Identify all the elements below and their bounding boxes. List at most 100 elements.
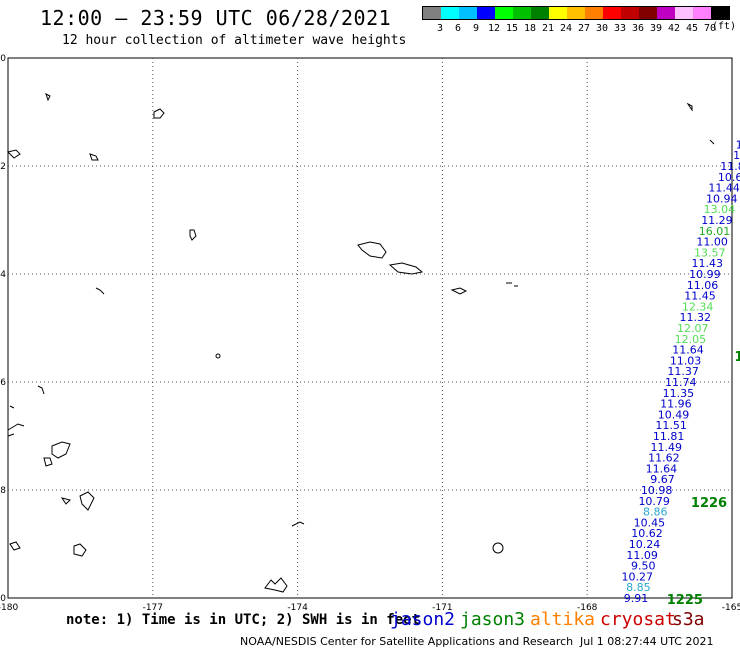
map-subtitle: 12 hour collection of altimeter wave hei… bbox=[62, 33, 407, 48]
swh-reading: 10.24 bbox=[629, 538, 661, 551]
color-swatch bbox=[477, 7, 495, 19]
swh-reading: 11.74 bbox=[665, 376, 697, 389]
swh-reading: 10.45 bbox=[634, 516, 666, 529]
island-outline bbox=[709, 139, 715, 145]
island-outline bbox=[153, 108, 165, 119]
color-scale-label: 9 bbox=[472, 23, 480, 34]
lon-tick-label: -177 bbox=[143, 603, 163, 613]
color-scale-label: 27 bbox=[577, 23, 591, 34]
swh-reading: 9.91 bbox=[624, 592, 649, 605]
island-outline bbox=[686, 102, 693, 112]
lon-tick-label: -174 bbox=[287, 603, 308, 613]
swh-reading: 11.45 bbox=[684, 290, 716, 303]
swh-reading: 11.35 bbox=[663, 387, 695, 400]
color-scale-label: 21 bbox=[541, 23, 555, 34]
island-outline bbox=[388, 262, 424, 275]
island-outline bbox=[357, 241, 387, 259]
color-scale-unit: (ft) bbox=[712, 21, 737, 32]
swh-reading: 11.29 bbox=[701, 214, 733, 227]
island-outline bbox=[7, 423, 25, 437]
lon-tick-label: -171 bbox=[432, 603, 452, 613]
lat-tick-label: -10 bbox=[0, 54, 6, 64]
color-scale-label: 39 bbox=[649, 23, 663, 34]
color-scale-label: 42 bbox=[667, 23, 681, 34]
satellite-legend-item: jason3 bbox=[460, 609, 526, 630]
satellite-legend-item: jason2 bbox=[390, 609, 456, 630]
swh-reading: 10.79 bbox=[638, 495, 670, 508]
island-outline bbox=[189, 229, 197, 241]
swh-reading: 11.64 bbox=[646, 462, 678, 475]
swh-reading: 11.44 bbox=[708, 182, 740, 195]
swh-reading: 11.49 bbox=[651, 441, 683, 454]
island-outline bbox=[43, 457, 53, 467]
color-scale-label: 36 bbox=[631, 23, 645, 34]
color-swatch bbox=[675, 7, 693, 19]
color-scale-label: 24 bbox=[559, 23, 573, 34]
color-swatch bbox=[711, 7, 729, 19]
swh-reading: 11.81 bbox=[653, 430, 685, 443]
map-frame bbox=[7, 57, 733, 599]
island-outline bbox=[89, 153, 99, 161]
swh-reading: 10.27 bbox=[622, 570, 654, 583]
swh-reading: 11.03 bbox=[670, 354, 702, 367]
swh-reading: 11.62 bbox=[648, 452, 680, 465]
swh-reading: 10 bbox=[733, 149, 740, 162]
swh-reading: 10.62 bbox=[631, 527, 663, 540]
color-scale-label: 15 bbox=[505, 23, 519, 34]
swh-reading: 10.6 bbox=[718, 171, 740, 184]
footnote: note: 1) Time is in UTC; 2) SWH is in fe… bbox=[66, 612, 421, 628]
map-title: 12:00 — 23:59 UTC 06/28/2021 bbox=[40, 6, 392, 30]
swh-reading: 11.37 bbox=[667, 365, 699, 378]
color-scale-swatches bbox=[422, 6, 730, 20]
swh-reading: 10.49 bbox=[658, 408, 690, 421]
lat-tick-label: -16 bbox=[0, 378, 6, 388]
lat-tick-label: -20 bbox=[0, 594, 6, 604]
island-outline bbox=[450, 287, 468, 295]
color-swatch bbox=[549, 7, 567, 19]
swh-reading: 13.04 bbox=[704, 203, 736, 216]
island-outline bbox=[492, 542, 504, 554]
color-scale-label: 70 bbox=[703, 23, 717, 34]
swh-reading: 12.07 bbox=[677, 322, 709, 335]
swh-reading: 13.57 bbox=[694, 246, 726, 259]
swh-reading: 10.98 bbox=[641, 484, 673, 497]
color-swatch bbox=[531, 7, 549, 19]
pass-time-label: 1227 bbox=[734, 350, 740, 365]
lat-tick-label: -12 bbox=[0, 162, 6, 172]
satellite-legend-item: cryosat bbox=[600, 609, 676, 630]
island-outline bbox=[291, 521, 305, 527]
swh-reading: 11.96 bbox=[660, 398, 692, 411]
color-scale-label: 33 bbox=[613, 23, 627, 34]
swh-reading: 9.67 bbox=[650, 473, 675, 486]
color-scale-label: 45 bbox=[685, 23, 699, 34]
pass-time-label: 1226 bbox=[691, 496, 727, 511]
color-swatch bbox=[621, 7, 639, 19]
swh-reading: 10.99 bbox=[689, 268, 721, 281]
lon-tick-label: -180 bbox=[0, 603, 18, 613]
footer-credit: NOAA/NESDIS Center for Satellite Applica… bbox=[240, 635, 574, 648]
lat-tick-label: -14 bbox=[0, 270, 6, 280]
swh-reading: 11.43 bbox=[692, 257, 724, 270]
island-outline bbox=[45, 93, 51, 102]
color-swatch bbox=[639, 7, 657, 19]
island-outline bbox=[73, 543, 87, 557]
satellite-legend-item: altika bbox=[530, 609, 596, 630]
color-scale-label: 3 bbox=[436, 23, 444, 34]
island-outline bbox=[506, 282, 518, 287]
swh-reading: 11.00 bbox=[696, 236, 728, 249]
island-outline bbox=[215, 353, 221, 359]
swh-reading: 12.34 bbox=[682, 300, 714, 313]
swh-reading: 11.51 bbox=[655, 419, 687, 432]
color-swatch bbox=[495, 7, 513, 19]
swh-reading: 11.64 bbox=[672, 344, 704, 357]
swh-reading: 11.32 bbox=[679, 311, 711, 324]
swh-reading: 9.50 bbox=[631, 560, 656, 573]
island-outline bbox=[51, 441, 71, 459]
swh-reading: 11.09 bbox=[626, 549, 658, 562]
swh-reading: 12.05 bbox=[675, 333, 707, 346]
color-swatch bbox=[459, 7, 477, 19]
island-outline bbox=[7, 149, 21, 159]
color-swatch bbox=[513, 7, 531, 19]
color-swatch bbox=[603, 7, 621, 19]
